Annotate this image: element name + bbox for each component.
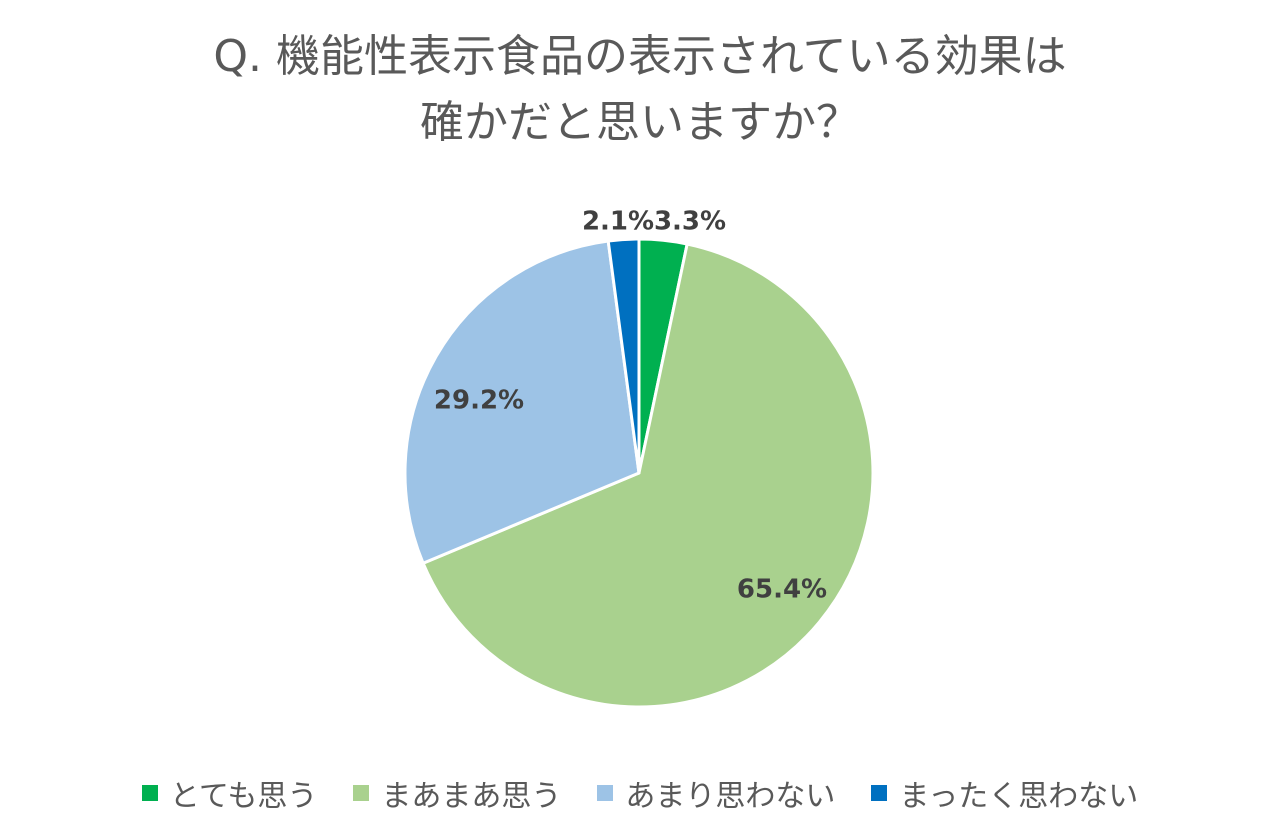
pie-slice-3 [606,237,641,475]
data-label-1: 65.4% [737,575,827,605]
legend-item-1: まあまあ思う [353,771,561,815]
pie-slice-1 [421,242,875,709]
legend-label-3: まったく思わない [899,779,1139,814]
data-label-3: 2.1% [582,207,654,237]
chart-title-line-2: 確かだと思いますか？ [420,97,860,148]
legend-swatch-0 [141,785,158,801]
legend-label-2: あまり思わない [625,779,836,814]
legend-item-2: あまり思わない [597,771,835,815]
legend-swatch-1 [353,785,370,801]
chart-title: Q. 機能性表示食品の表示されている効果は 確かだと思いますか？ [0,24,1280,156]
data-label-2: 29.2% [434,386,524,416]
legend: とても思う まあまあ思う あまり思わない まったく思わない [0,768,1280,818]
legend-label-0: とても思う [169,779,318,814]
pie-slice-2 [403,239,641,565]
data-label-0: 3.3% [654,207,726,237]
chart-title-line-1: Q. 機能性表示食品の表示されている効果は [213,31,1067,82]
legend-swatch-3 [871,785,888,801]
legend-item-3: まったく思わない [871,771,1138,815]
legend-item-0: とても思う [141,771,318,815]
legend-swatch-2 [597,785,614,801]
legend-label-1: まあまあ思う [381,779,562,814]
